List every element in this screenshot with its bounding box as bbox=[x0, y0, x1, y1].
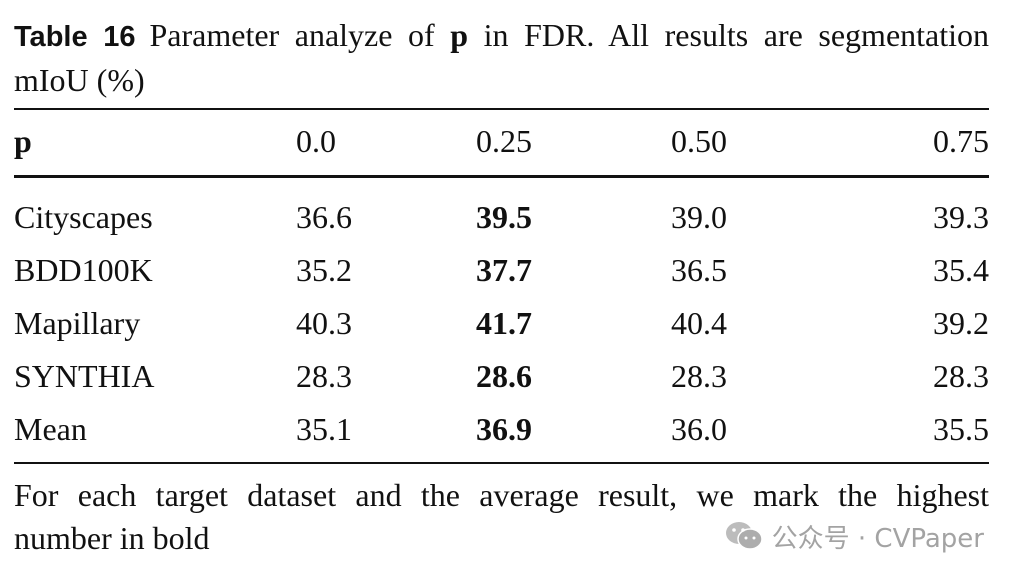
value-cell: 36.6 bbox=[296, 199, 352, 235]
table-caption: Table 16 Parameter analyze of p in FDR. A… bbox=[14, 14, 989, 102]
header-rule bbox=[14, 175, 989, 178]
best-value-cell: 28.6 bbox=[476, 358, 532, 394]
value-cell: 40.4 bbox=[671, 305, 727, 341]
row-label: SYNTHIA bbox=[14, 358, 155, 394]
caption-text-before: Parameter analyze of bbox=[149, 17, 451, 53]
value-cell: 28.3 bbox=[671, 358, 727, 394]
wechat-icon bbox=[725, 522, 763, 550]
value-cell: 35.1 bbox=[296, 411, 352, 447]
footnote-line: number in bold bbox=[14, 520, 210, 556]
table-header: p 0.0 0.25 0.50 0.75 bbox=[14, 114, 989, 168]
header-row: p 0.0 0.25 0.50 0.75 bbox=[14, 114, 989, 168]
header-cell: 0.50 bbox=[671, 123, 727, 159]
best-value-cell: 37.7 bbox=[476, 252, 532, 288]
caption-param: p bbox=[450, 17, 469, 53]
row-label: Mapillary bbox=[14, 305, 141, 341]
top-rule bbox=[14, 108, 989, 110]
table-row: Mapillary 40.3 41.7 40.4 39.2 bbox=[14, 297, 989, 350]
value-cell: 35.4 bbox=[933, 252, 989, 288]
row-label: Cityscapes bbox=[14, 199, 153, 235]
footnote-line: For each target dataset and the average … bbox=[14, 477, 989, 513]
value-cell: 36.5 bbox=[671, 252, 727, 288]
table-row: Cityscapes 36.6 39.5 39.0 39.3 bbox=[14, 191, 989, 244]
row-label: BDD100K bbox=[14, 252, 153, 288]
header-cell: 0.25 bbox=[476, 123, 532, 159]
value-cell: 28.3 bbox=[933, 358, 989, 394]
header-cell: 0.0 bbox=[296, 123, 336, 159]
caption-text-after: in FDR. All results are segmentation mIo… bbox=[14, 17, 990, 98]
value-cell: 28.3 bbox=[296, 358, 352, 394]
table-row: BDD100K 35.2 37.7 36.5 35.4 bbox=[14, 244, 989, 297]
table-row: Mean 35.1 36.9 36.0 35.5 bbox=[14, 403, 989, 456]
value-cell: 39.0 bbox=[671, 199, 727, 235]
best-value-cell: 41.7 bbox=[476, 305, 532, 341]
value-cell: 39.2 bbox=[933, 305, 989, 341]
table-number: Table 16 bbox=[14, 21, 136, 53]
watermark-text: 公众号 · CVPaper bbox=[771, 523, 984, 554]
value-cell: 36.0 bbox=[671, 411, 727, 447]
value-cell: 35.2 bbox=[296, 252, 352, 288]
header-cell: p bbox=[14, 123, 32, 159]
value-cell: 39.3 bbox=[933, 199, 989, 235]
table-footnote: For each target dataset and the average … bbox=[14, 474, 989, 560]
value-cell: 40.3 bbox=[296, 305, 352, 341]
table-row: SYNTHIA 28.3 28.6 28.3 28.3 bbox=[14, 350, 989, 403]
value-cell: 35.5 bbox=[933, 411, 989, 447]
best-value-cell: 39.5 bbox=[476, 199, 532, 235]
watermark: 公众号 · CVPaper bbox=[724, 517, 984, 555]
table-body: Cityscapes 36.6 39.5 39.0 39.3 BDD100K 35.2 37.… bbox=[14, 191, 989, 456]
best-value-cell: 36.9 bbox=[476, 411, 532, 447]
header-cell: 0.75 bbox=[933, 123, 989, 159]
bottom-rule bbox=[14, 462, 989, 464]
row-label: Mean bbox=[14, 411, 87, 447]
